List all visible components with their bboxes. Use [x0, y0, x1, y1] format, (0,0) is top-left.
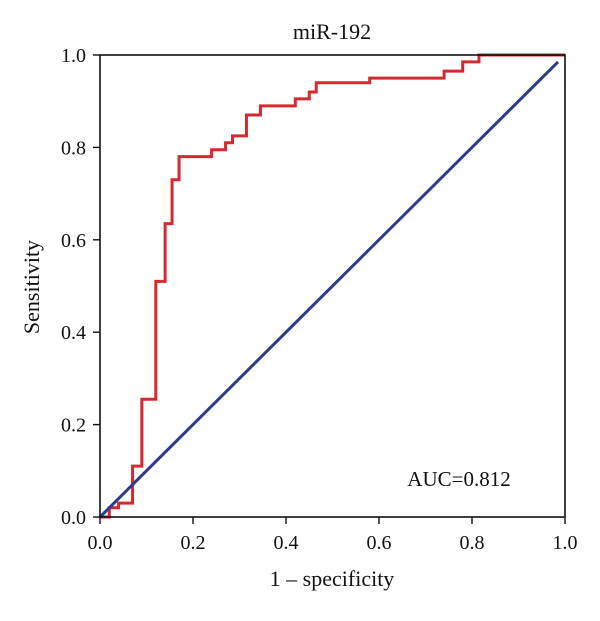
- plot-area: [98, 53, 566, 519]
- y-tick-label: 0.8: [61, 137, 86, 159]
- x-tick-label: 0.4: [274, 532, 299, 554]
- x-tick-label: 1.0: [553, 532, 578, 554]
- y-tick-label: 0.6: [61, 230, 86, 252]
- x-axis-label: 1 – specificity: [270, 566, 395, 591]
- plot-frame: [99, 54, 566, 518]
- y-tick-label: 0.2: [61, 415, 86, 437]
- reference-diagonal-line: [98, 60, 560, 519]
- chart-title: miR-192: [293, 19, 371, 44]
- y-axis-label: Sensitivity: [19, 240, 44, 334]
- axis-ticks: 0.0 0.2 0.4 0.6 0.8 1.0 0.0 0.2 0.4 0.6 0.8 1.0: [61, 45, 578, 554]
- auc-annotation: AUC=0.812: [407, 467, 510, 491]
- x-tick-label: 0.0: [88, 532, 113, 554]
- y-tick-label: 1.0: [61, 45, 86, 67]
- x-tick-label: 0.2: [181, 532, 206, 554]
- y-tick-label: 0.0: [61, 507, 86, 529]
- roc-curve-line: [100, 53, 565, 519]
- x-tick-label: 0.6: [367, 532, 392, 554]
- y-tick-label: 0.4: [61, 322, 86, 344]
- x-tick-label: 0.8: [460, 532, 485, 554]
